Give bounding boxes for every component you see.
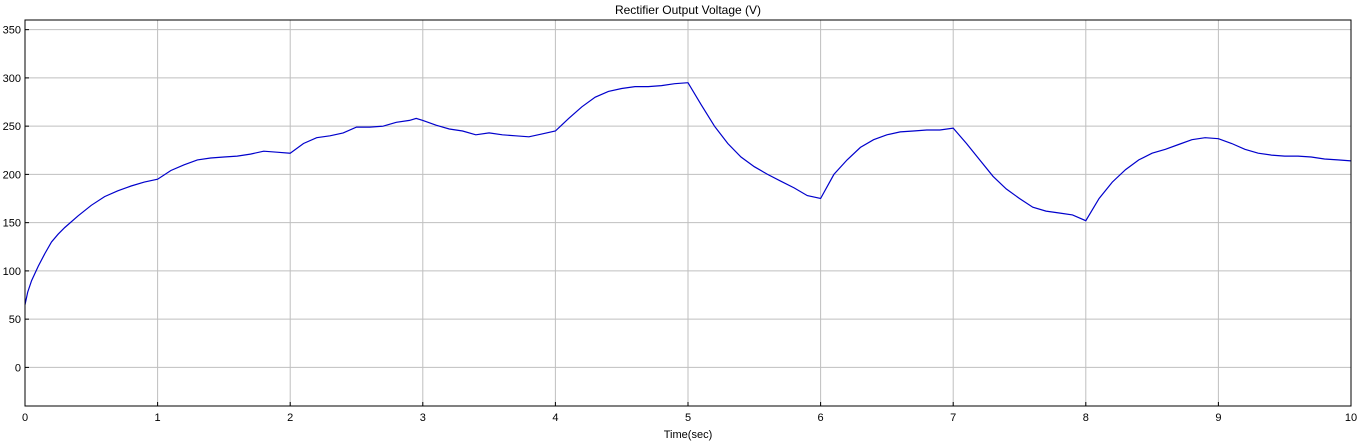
y-ticks: 0 50 100 150 200 250 300 350 [3, 25, 29, 374]
x-tick-label: 10 [1345, 412, 1357, 424]
x-axis-label: Time(sec) [664, 429, 712, 441]
y-tick-label: 100 [3, 266, 21, 278]
grid-lines [25, 20, 1351, 406]
y-tick-label: 150 [3, 218, 21, 230]
y-tick-label: 200 [3, 169, 21, 181]
x-tick-label: 4 [552, 412, 558, 424]
x-tick-label: 5 [685, 412, 691, 424]
x-tick-label: 1 [155, 412, 161, 424]
y-tick-label: 300 [3, 73, 21, 85]
y-tick-label: 50 [9, 314, 21, 326]
y-tick-label: 0 [15, 362, 21, 374]
series-line [24, 82, 1352, 305]
x-tick-label: 7 [950, 412, 956, 424]
x-ticks: 0 1 2 3 4 5 6 7 8 9 10 [22, 402, 1357, 424]
x-tick-label: 9 [1215, 412, 1221, 424]
y-tick-label: 350 [3, 25, 21, 37]
x-tick-label: 0 [22, 412, 28, 424]
x-tick-label: 6 [818, 412, 824, 424]
x-tick-label: 8 [1083, 412, 1089, 424]
chart-title: Rectifier Output Voltage (V) [615, 3, 761, 17]
x-tick-label: 3 [420, 412, 426, 424]
y-tick-label: 250 [3, 121, 21, 133]
x-tick-label: 2 [287, 412, 293, 424]
